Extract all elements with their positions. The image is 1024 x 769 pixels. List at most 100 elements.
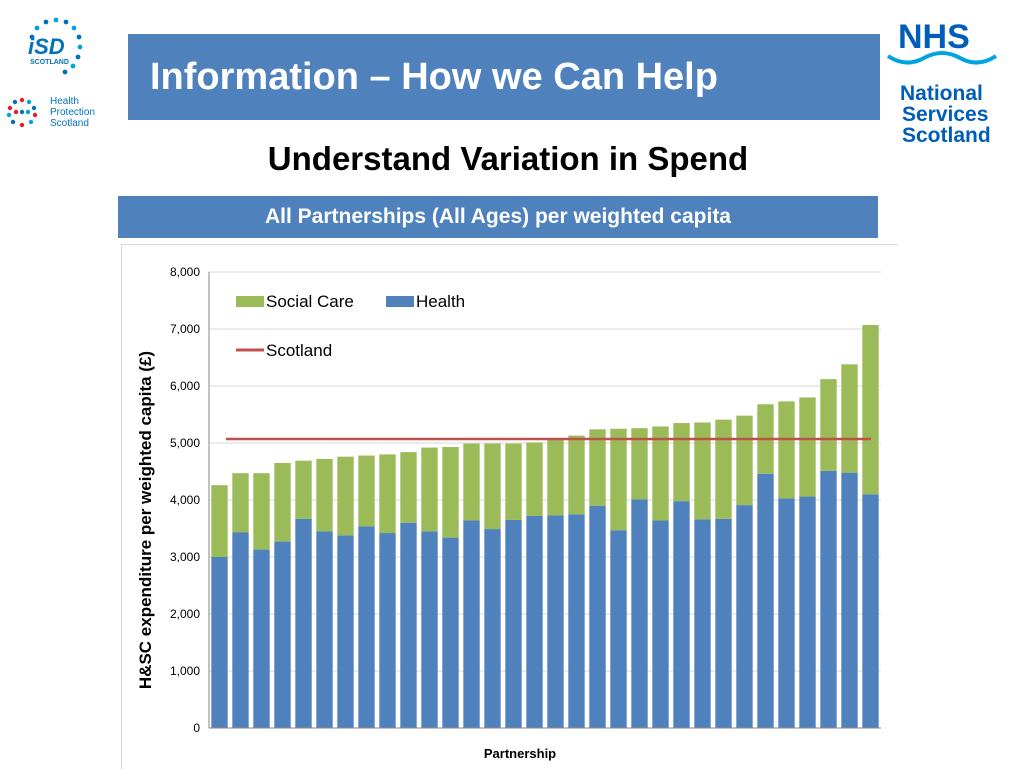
bar-social-care	[379, 454, 396, 534]
bar-health	[841, 472, 858, 728]
bar-social-care	[358, 455, 375, 527]
bar-health	[421, 531, 438, 728]
legend-label-scotland: Scotland	[266, 341, 332, 360]
bar-social-care	[463, 443, 480, 521]
y-tick-label: 8,000	[170, 265, 200, 279]
bar-social-care	[547, 439, 564, 516]
bar-health	[694, 519, 711, 728]
bar-health	[442, 537, 459, 728]
y-tick-label: 1,000	[170, 664, 200, 678]
bar-social-care	[337, 456, 354, 536]
hps-line2: Protection	[50, 107, 95, 118]
legend-label-social-care: Social Care	[266, 292, 354, 311]
bar-social-care	[232, 473, 249, 533]
bar-health	[736, 505, 753, 728]
bar-social-care	[505, 443, 522, 520]
bar-health	[232, 532, 249, 728]
bar-health	[211, 557, 228, 728]
y-tick-label: 0	[193, 721, 200, 735]
bar-health	[316, 531, 333, 728]
y-tick-label: 3,000	[170, 550, 200, 564]
bar-health	[295, 518, 312, 728]
bar-social-care	[820, 379, 837, 471]
hps-line3: Scotland	[50, 118, 89, 129]
bar-health	[589, 505, 606, 728]
bar-social-care	[736, 415, 753, 506]
bar-social-care	[526, 442, 543, 516]
bar-social-care	[316, 458, 333, 532]
bar-social-care	[631, 428, 648, 500]
bar-health	[610, 530, 627, 728]
bar-health	[673, 501, 690, 728]
bar-social-care	[253, 473, 270, 550]
isd-scotland-logo: iSD SCOTLAND	[28, 17, 83, 75]
title-bar: Information – How we Can Help	[128, 34, 880, 120]
bar-health	[274, 541, 291, 728]
hps-line1: Health	[50, 96, 79, 107]
bar-health	[799, 496, 816, 728]
bar-health	[337, 535, 354, 728]
bar-social-care	[295, 460, 312, 519]
y-tick-label: 6,000	[170, 379, 200, 393]
bar-social-care	[274, 462, 291, 542]
page-title: Information – How we Can Help	[150, 55, 718, 98]
bar-social-care	[211, 485, 228, 557]
legend-label-health: Health	[416, 292, 465, 311]
y-tick-label: 4,000	[170, 493, 200, 507]
nhs-nss-logo: NHS National Services Scotland	[886, 20, 998, 147]
bar-health	[757, 473, 774, 728]
bar-health	[547, 515, 564, 728]
bar-health	[379, 533, 396, 728]
bar-health	[358, 526, 375, 728]
bar-health	[652, 520, 669, 728]
hps-dots-icon	[6, 97, 38, 128]
isd-place: SCOTLAND	[30, 59, 69, 66]
page-subtitle: Understand Variation in Spend	[0, 140, 1016, 178]
x-axis-label: Partnership	[484, 746, 556, 761]
bar-social-care	[715, 419, 732, 519]
bar-health	[484, 529, 501, 728]
bar-social-care	[442, 446, 459, 538]
bar-social-care	[673, 423, 690, 502]
bar-health	[253, 549, 270, 728]
bar-social-care	[799, 397, 816, 497]
bar-social-care	[652, 426, 669, 521]
bar-health	[400, 522, 417, 728]
bars	[211, 325, 879, 728]
hps-logo: Health Protection Scotland	[6, 96, 95, 129]
bar-social-care	[589, 429, 606, 506]
bar-health	[526, 515, 543, 728]
bar-social-care	[568, 435, 585, 515]
y-axis-label: H&SC expenditure per weighted capita (£)	[136, 351, 155, 689]
legend: Social Care Health Scotland	[236, 292, 465, 360]
y-axis-ticks: 0 1,000 2,000 3,000 4,000 5,000 6,000 7,000 8,00…	[170, 265, 200, 735]
isd-dots	[29, 17, 83, 75]
nhs-wave-icon	[886, 51, 998, 65]
nhs-line1: National	[900, 82, 983, 105]
bar-health	[631, 499, 648, 728]
legend-swatch-health	[386, 296, 414, 307]
bar-social-care	[484, 443, 501, 530]
nhs-line2: Services	[902, 103, 988, 126]
bar-health	[862, 494, 879, 728]
bar-social-care	[421, 447, 438, 532]
bar-health	[463, 520, 480, 728]
subtitle-text: Understand Variation in Spend	[267, 140, 749, 177]
y-tick-label: 7,000	[170, 322, 200, 336]
bar-health	[820, 470, 837, 728]
bar-social-care	[862, 325, 879, 495]
y-tick-label: 5,000	[170, 436, 200, 450]
isd-letters: iSD	[28, 34, 65, 59]
bar-health	[715, 518, 732, 728]
bar-health	[568, 514, 585, 728]
nhs-line3: Scotland	[902, 124, 991, 147]
bar-social-care	[841, 364, 858, 473]
chart-header: All Partnerships (All Ages) per weighted…	[118, 196, 878, 238]
bar-social-care	[400, 452, 417, 523]
chart-frame	[121, 244, 898, 769]
y-tick-label: 2,000	[170, 607, 200, 621]
bar-social-care	[778, 401, 795, 499]
bar-health	[505, 519, 522, 728]
bar-health	[778, 498, 795, 728]
